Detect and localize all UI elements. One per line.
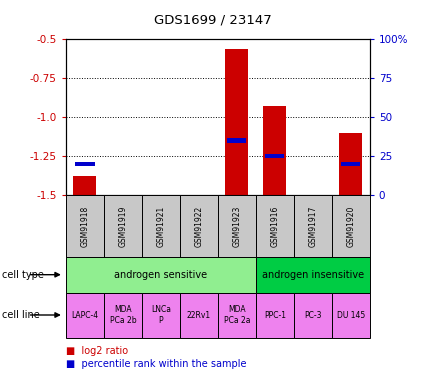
Bar [256, 292, 294, 338]
Text: MDA
PCa 2b: MDA PCa 2b [110, 305, 136, 325]
Bar [265, 154, 284, 158]
Bar [104, 292, 142, 338]
Bar [74, 176, 96, 195]
Bar [256, 257, 370, 292]
Bar [180, 292, 218, 338]
Bar [66, 257, 256, 292]
Text: androgen insensitive: androgen insensitive [262, 270, 364, 280]
Text: PC-3: PC-3 [304, 310, 322, 320]
Text: ■  log2 ratio: ■ log2 ratio [66, 346, 128, 355]
Bar [256, 195, 294, 257]
Bar [180, 195, 218, 257]
Text: GSM91923: GSM91923 [232, 205, 241, 247]
Text: DU 145: DU 145 [337, 310, 365, 320]
Bar [332, 195, 370, 257]
Text: GSM91919: GSM91919 [118, 205, 127, 247]
Text: GSM91920: GSM91920 [346, 205, 355, 247]
Bar [218, 195, 256, 257]
Bar [104, 195, 142, 257]
Text: androgen sensitive: androgen sensitive [114, 270, 207, 280]
Bar [339, 133, 362, 195]
Text: MDA
PCa 2a: MDA PCa 2a [224, 305, 250, 325]
Bar [264, 106, 286, 195]
Text: GSM91917: GSM91917 [308, 205, 317, 247]
Text: PPC-1: PPC-1 [264, 310, 286, 320]
Bar [66, 195, 104, 257]
Text: ■  percentile rank within the sample: ■ percentile rank within the sample [66, 359, 246, 369]
Bar [66, 292, 104, 338]
Bar [75, 162, 94, 166]
Bar [142, 195, 180, 257]
Text: GSM91922: GSM91922 [194, 206, 203, 247]
Bar [294, 292, 332, 338]
Bar [294, 195, 332, 257]
Text: LNCa
P: LNCa P [151, 305, 171, 325]
Text: 22Rv1: 22Rv1 [187, 310, 211, 320]
Bar [341, 162, 360, 166]
Text: cell line: cell line [2, 310, 40, 320]
Bar [142, 292, 180, 338]
Text: GSM91916: GSM91916 [270, 205, 279, 247]
Text: GSM91921: GSM91921 [156, 206, 165, 247]
Bar [227, 138, 246, 143]
Bar [225, 49, 248, 195]
Bar [218, 292, 256, 338]
Text: GSM91918: GSM91918 [80, 206, 89, 247]
Text: GDS1699 / 23147: GDS1699 / 23147 [153, 13, 272, 26]
Text: cell type: cell type [2, 270, 44, 280]
Text: LAPC-4: LAPC-4 [71, 310, 99, 320]
Bar [332, 292, 370, 338]
